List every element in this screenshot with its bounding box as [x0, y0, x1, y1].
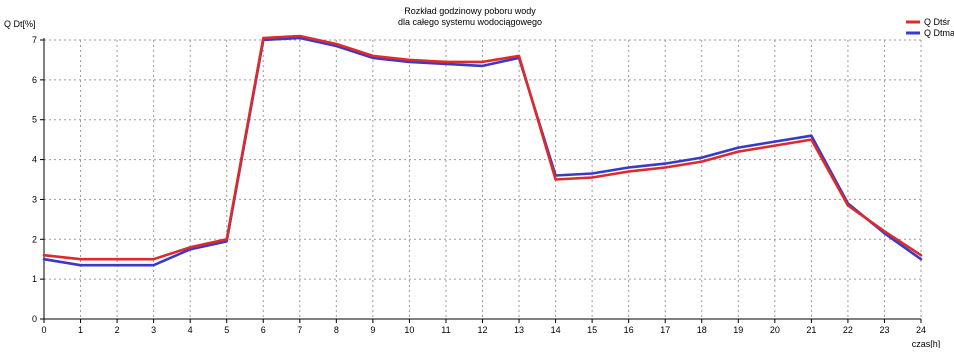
x-axis-label: czas[h] — [912, 339, 941, 348]
series-lines — [42, 34, 923, 267]
y-tick-label: 5 — [32, 115, 37, 125]
x-tick-label: 7 — [297, 325, 302, 335]
x-tick-label: 5 — [224, 325, 229, 335]
x-tick-label: 10 — [404, 325, 414, 335]
axes — [40, 38, 922, 323]
x-tick-label: 21 — [806, 325, 816, 335]
y-tick-label: 6 — [32, 75, 37, 85]
x-tick-label: 15 — [587, 325, 597, 335]
chart-title-line-1: Rozkład godzinowy poboru wody — [404, 6, 536, 16]
chart-title-line-2: dla całego systemu wodociągowego — [398, 17, 542, 27]
x-tick-label: 3 — [151, 325, 156, 335]
y-tick-label: 4 — [32, 155, 37, 165]
y-axis-label: Q Dt[%] — [4, 19, 36, 29]
x-tick-label: 24 — [916, 325, 926, 335]
x-tick-label: 8 — [334, 325, 339, 335]
x-tick-label: 18 — [697, 325, 707, 335]
x-tick-label: 1 — [78, 325, 83, 335]
x-tick-label: 17 — [660, 325, 670, 335]
x-tick-label: 16 — [624, 325, 634, 335]
x-tick-label: 9 — [370, 325, 375, 335]
y-tick-label: 3 — [32, 194, 37, 204]
x-tick-label: 20 — [770, 325, 780, 335]
tick-labels: 0 1 2 3 4 5 6 7 8 9 10 11 12 13 14 15 16 17 18 19 20 21 22 23 24… — [32, 35, 926, 335]
y-tick-label: 2 — [32, 234, 37, 244]
legend-label-q-dtma: Q Dtma — [924, 28, 954, 38]
series-line-q-dtsr — [42, 34, 923, 261]
series-line-q-dtma — [42, 36, 923, 267]
y-tick-label: 7 — [32, 35, 37, 45]
x-tick-label: 11 — [441, 325, 450, 335]
x-tick-label: 14 — [551, 325, 561, 335]
x-tick-label: 4 — [188, 325, 193, 335]
x-tick-label: 0 — [41, 325, 46, 335]
x-tick-label: 6 — [261, 325, 266, 335]
legend-label-q-dtsr: Q Dtśr — [924, 17, 950, 27]
y-tick-label: 1 — [32, 274, 37, 284]
x-tick-label: 22 — [843, 325, 853, 335]
x-tick-label: 19 — [733, 325, 743, 335]
x-tick-label: 23 — [879, 325, 889, 335]
x-tick-label: 13 — [514, 325, 524, 335]
x-tick-label: 12 — [477, 325, 487, 335]
y-tick-label: 0 — [32, 314, 37, 324]
x-tick-label: 2 — [115, 325, 120, 335]
grid — [44, 39, 922, 319]
